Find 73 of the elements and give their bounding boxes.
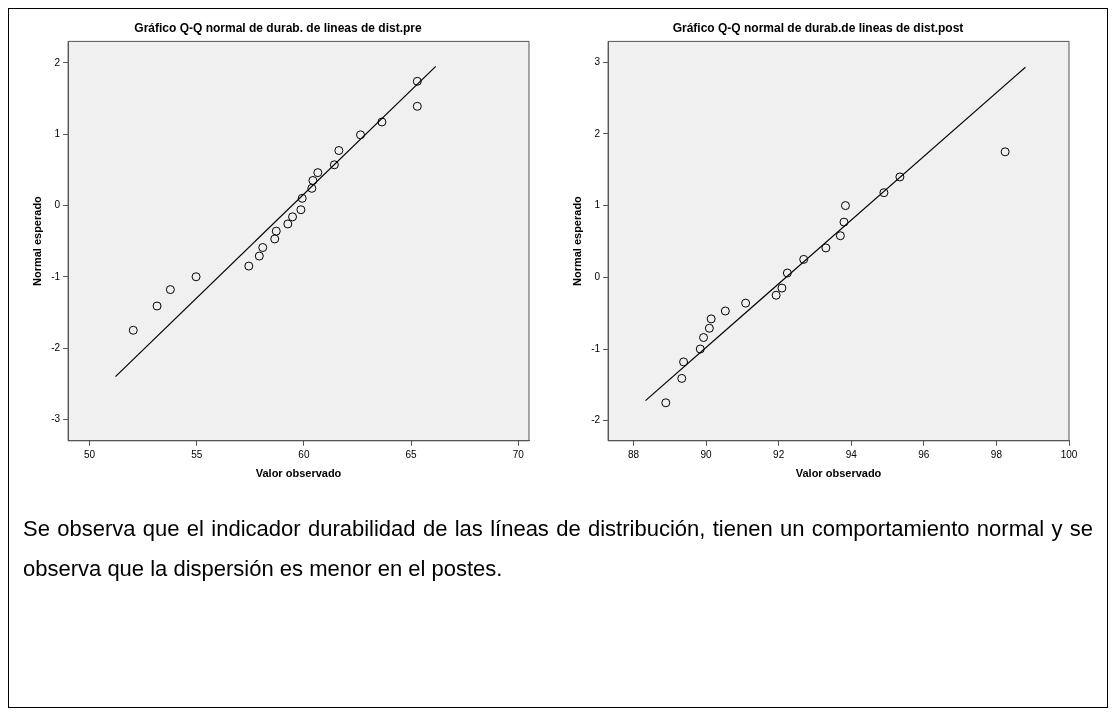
point: [377, 117, 387, 127]
y-axis-title: Normal esperado: [570, 195, 583, 287]
point: [821, 243, 831, 253]
point: [771, 290, 781, 300]
point: [271, 226, 281, 236]
point: [699, 333, 709, 343]
point: [677, 373, 687, 383]
chart-title: Gráfico Q-Q normal de durab. de lineas de dist.pre: [134, 20, 423, 35]
y-tick-label: -2: [591, 414, 601, 426]
point: [283, 219, 293, 229]
point: [308, 175, 318, 185]
y-tick-label: -2: [51, 341, 61, 353]
point: [128, 325, 138, 335]
point: [777, 283, 787, 293]
y-tick-label: -3: [51, 413, 61, 425]
point: [270, 234, 280, 244]
y-tick-label: 2: [54, 56, 61, 68]
point: [288, 212, 298, 222]
point: [695, 344, 705, 354]
point: [244, 261, 254, 271]
y-axis-title: Normal esperado: [30, 195, 43, 287]
point: [706, 314, 716, 324]
x-tick-label: 88: [627, 448, 640, 460]
x-tick-label: 96: [918, 448, 930, 460]
point: [839, 217, 849, 227]
y-tick-label: -1: [51, 270, 61, 282]
point: [412, 76, 422, 86]
point: [258, 243, 268, 253]
point: [895, 172, 905, 182]
x-axis-title: Valor observado: [255, 467, 342, 480]
x-axis-title: Valor observado: [795, 467, 882, 480]
point: [679, 357, 689, 367]
point: [704, 323, 714, 333]
x-tick-label: 100: [1060, 448, 1078, 460]
y-tick-label: 2: [594, 127, 601, 139]
x-tick-label: 94: [845, 448, 858, 460]
point: [165, 285, 175, 295]
x-tick-label: 50: [83, 448, 96, 460]
x-tick-label: 55: [191, 448, 203, 460]
point: [254, 251, 264, 261]
point: [356, 130, 365, 140]
x-tick-label: 98: [990, 448, 1003, 460]
text: Se observa que el indicador durabilidad de las líneas de distribución, tienen un comportamiento normal y se observa que la dispersión es menor en el postes.: [23, 515, 1093, 583]
point: [297, 193, 307, 203]
y-tick-label: 0: [594, 271, 601, 283]
y-tick-label: -1: [591, 342, 601, 354]
chart-title: Gráfico Q-Q normal de durab.de lineas de dist.post: [672, 20, 964, 35]
point: [307, 183, 317, 193]
point: [720, 306, 730, 316]
point: [799, 254, 809, 264]
y-tick-label: 1: [594, 199, 601, 211]
point: [412, 101, 422, 111]
x-tick-label: 65: [405, 448, 418, 460]
point: [329, 160, 339, 170]
point: [313, 168, 323, 178]
x-tick-label: 92: [773, 448, 785, 460]
point: [879, 188, 889, 198]
point: [840, 201, 850, 211]
x-tick-label: 90: [700, 448, 713, 460]
point: [782, 268, 792, 278]
y-tick-label: 3: [594, 55, 601, 67]
point: [1000, 147, 1010, 157]
x-tick-label: 60: [298, 448, 310, 460]
point: [835, 231, 845, 241]
y-tick-label: 1: [54, 127, 61, 139]
point: [296, 205, 306, 215]
y-tick-label: 0: [54, 199, 61, 211]
point: [152, 301, 162, 311]
point: [191, 272, 201, 282]
point: [741, 298, 751, 308]
point: [334, 146, 344, 156]
point: [661, 398, 671, 408]
x-tick-label: 70: [512, 448, 525, 460]
